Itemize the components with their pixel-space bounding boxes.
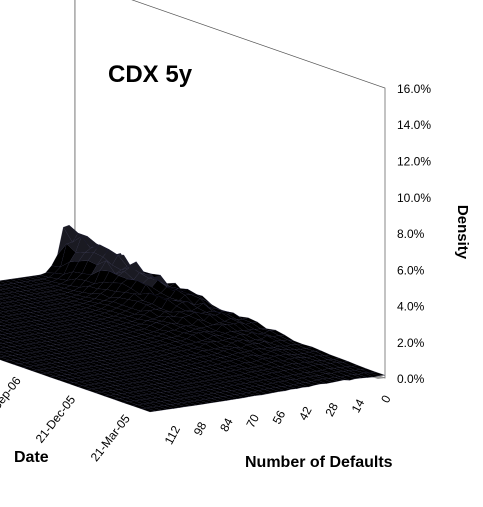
- z-axis-label: Density: [454, 205, 471, 260]
- date-tick-label: 21-Mar-05: [88, 412, 133, 464]
- x-tick-label: 42: [296, 404, 315, 423]
- z-tick-label: 16.0%: [397, 82, 431, 96]
- z-tick-label: 8.0%: [397, 227, 425, 241]
- y-axis-label: Date: [14, 449, 49, 466]
- date-tick-label: 21-Dec-05: [33, 393, 79, 446]
- chart-title: CDX 5y: [108, 61, 193, 88]
- x-tick-label: 14: [349, 396, 368, 415]
- x-tick-label: 56: [270, 408, 289, 427]
- z-tick-label: 4.0%: [397, 300, 425, 314]
- x-tick-label: 0: [378, 393, 394, 406]
- x-tick-label: 112: [162, 423, 183, 447]
- x-axis-label: Number of Defaults: [245, 454, 393, 471]
- x-tick-label: 84: [217, 415, 236, 434]
- date-tick-label: 15-Sep-06: [0, 374, 24, 427]
- z-tick-label: 10.0%: [397, 191, 431, 205]
- z-tick-label: 12.0%: [397, 155, 431, 169]
- x-tick-label: 70: [243, 412, 262, 431]
- z-tick-label: 14.0%: [397, 118, 431, 132]
- x-tick-label: 98: [191, 419, 210, 438]
- z-tick-label: 0.0%: [397, 372, 425, 386]
- x-tick-label: 28: [322, 400, 341, 419]
- z-tick-label: 2.0%: [397, 336, 425, 350]
- z-tick-label: 6.0%: [397, 263, 425, 277]
